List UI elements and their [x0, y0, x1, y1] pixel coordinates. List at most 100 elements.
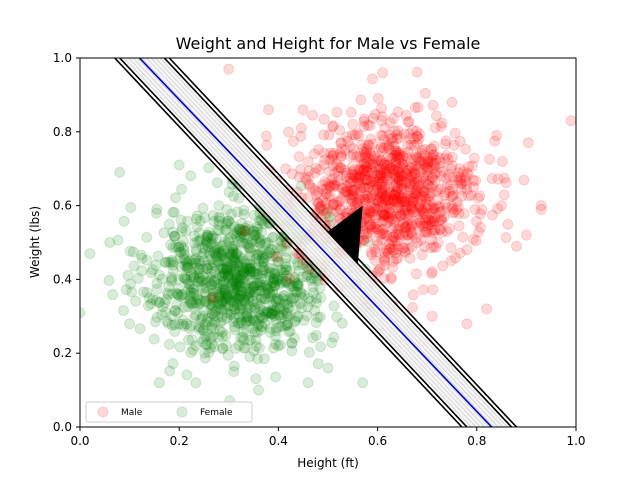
female-point — [219, 255, 231, 267]
female-point — [309, 267, 321, 279]
female-point — [281, 298, 293, 310]
female-point — [200, 289, 212, 301]
male-point — [481, 303, 493, 315]
male-point — [422, 193, 434, 205]
male-point — [476, 204, 488, 216]
female-point — [233, 339, 245, 351]
female-point — [222, 234, 234, 246]
male-point — [368, 161, 380, 173]
female-point — [192, 275, 204, 286]
female-point — [194, 294, 206, 306]
male-point — [420, 214, 431, 226]
female-point — [202, 313, 213, 325]
female-point — [267, 286, 278, 298]
female-point — [217, 281, 229, 293]
female-point — [228, 253, 239, 265]
male-point — [351, 128, 363, 140]
male-point — [263, 104, 274, 116]
female-point — [250, 286, 262, 298]
male-point — [347, 118, 359, 130]
female-point — [301, 271, 313, 283]
female-point — [286, 337, 298, 349]
female-point — [170, 241, 182, 253]
male-point — [427, 284, 439, 296]
male-point — [391, 129, 403, 141]
female-point — [285, 281, 297, 293]
male-point — [307, 109, 319, 121]
male-point — [366, 165, 378, 177]
female-point — [261, 282, 273, 294]
male-point — [469, 203, 481, 215]
female-point — [240, 225, 252, 237]
male-point — [405, 203, 417, 215]
male-point — [367, 138, 379, 150]
female-point — [231, 280, 243, 292]
female-point — [182, 258, 194, 270]
female-point — [199, 295, 211, 307]
male-point — [415, 206, 427, 218]
female-point — [231, 248, 243, 260]
male-point — [302, 156, 314, 168]
female-point — [207, 284, 219, 296]
female-point — [225, 309, 237, 321]
female-point — [178, 245, 190, 256]
female-point — [259, 318, 271, 329]
female-point — [171, 287, 183, 299]
male-point — [356, 139, 368, 151]
male-point — [447, 183, 459, 195]
female-point — [362, 236, 374, 248]
female-point — [124, 318, 136, 330]
male-point — [311, 196, 323, 208]
male-point — [402, 116, 414, 128]
female-point — [151, 207, 162, 219]
female-point — [239, 225, 251, 237]
male-point — [416, 147, 428, 159]
female-point — [195, 314, 206, 326]
female-point — [160, 257, 172, 268]
male-point — [433, 200, 445, 212]
male-point — [349, 129, 361, 141]
male-point — [320, 207, 331, 219]
female-point — [224, 264, 236, 276]
female-point — [213, 289, 225, 301]
female-point — [255, 324, 267, 336]
female-point — [268, 276, 280, 288]
female-point — [280, 277, 292, 288]
female-point — [236, 227, 248, 239]
female-point — [241, 310, 253, 322]
female-point — [230, 278, 242, 290]
female-point — [205, 304, 217, 316]
female-point — [197, 282, 209, 294]
x-tick-label: 1.0 — [566, 434, 585, 448]
female-point — [181, 318, 192, 330]
female-point — [237, 308, 248, 319]
female-point — [191, 289, 203, 301]
female-point — [292, 257, 303, 269]
female-point — [245, 277, 257, 289]
female-point — [244, 315, 256, 327]
male-point — [431, 110, 442, 122]
female-point — [226, 249, 238, 261]
female-point — [188, 287, 199, 299]
female-point — [166, 271, 178, 283]
male-point — [351, 172, 363, 184]
female-point — [197, 202, 209, 214]
x-axis-label: Height (ft) — [297, 456, 359, 470]
female-point — [244, 268, 256, 280]
female-point — [262, 237, 274, 249]
female-point — [259, 252, 271, 263]
male-point — [409, 186, 421, 198]
male-point — [383, 141, 395, 153]
female-point — [191, 221, 203, 233]
female-point — [187, 344, 199, 356]
male-point — [378, 223, 390, 235]
male-point — [440, 172, 452, 184]
female-point — [191, 262, 203, 274]
female-point — [198, 247, 210, 259]
female-point — [193, 255, 205, 267]
male-point — [347, 160, 358, 172]
female-point — [170, 192, 182, 204]
male-point — [335, 162, 346, 174]
male-point — [448, 139, 460, 151]
female-point — [308, 287, 319, 299]
